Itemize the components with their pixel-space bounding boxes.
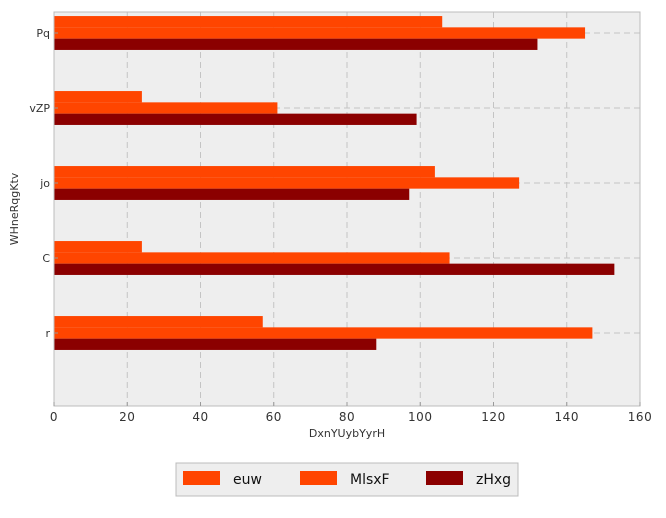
y-tick-label: C [42,252,50,265]
bar-MlsxF-jo [54,177,520,189]
bar-MlsxF-r [54,327,593,339]
x-tick-label: 40 [192,410,208,424]
legend: euw MlsxF zHxg [175,462,519,497]
bar-MlsxF-C [54,252,450,264]
legend-label-MlsxF: MlsxF [350,472,390,488]
legend-box [175,462,519,497]
x-tick-label: 80 [339,410,355,424]
x-tick-label: 20 [119,410,135,424]
y-axis-label: WHneRqgKtv [8,172,21,245]
legend-label-euw: euw [233,472,262,488]
x-tick-label: 120 [481,410,505,424]
x-tick-label: 0 [50,410,58,424]
x-tick-label: 160 [628,410,652,424]
x-tick-label: 100 [408,410,432,424]
y-tick-label: Pq [36,27,50,40]
bars [54,16,615,350]
bar-euw-jo [54,166,435,178]
bar-MlsxF-Pq [54,27,586,39]
bar-zHxg-C [54,263,615,275]
x-tick-label: 60 [266,410,282,424]
y-tick-label: r [45,327,50,340]
x-axis-ticks: 0 20 40 60 80 100 120 140 160 [50,402,652,424]
y-tick-label: vZP [29,102,50,115]
bar-euw-Pq [54,16,443,28]
legend-swatch-MlsxF [300,471,337,485]
bar-euw-r [54,316,263,328]
x-axis-label: DxnYUybYyrH [309,427,385,440]
bar-zHxg-Pq [54,38,538,50]
legend-label-zHxg: zHxg [476,472,511,488]
bar-MlsxF-vZP [54,102,278,114]
bar-zHxg-vZP [54,113,417,125]
bar-zHxg-jo [54,188,410,200]
legend-swatch-euw [183,471,220,485]
y-tick-label: jo [39,177,50,190]
bar-euw-vZP [54,91,142,103]
bar-zHxg-r [54,338,377,350]
x-tick-label: 140 [555,410,579,424]
legend-swatch-zHxg [426,471,463,485]
bar-euw-C [54,241,142,253]
y-axis-ticks: Pq vZP jo Cr [29,27,58,340]
